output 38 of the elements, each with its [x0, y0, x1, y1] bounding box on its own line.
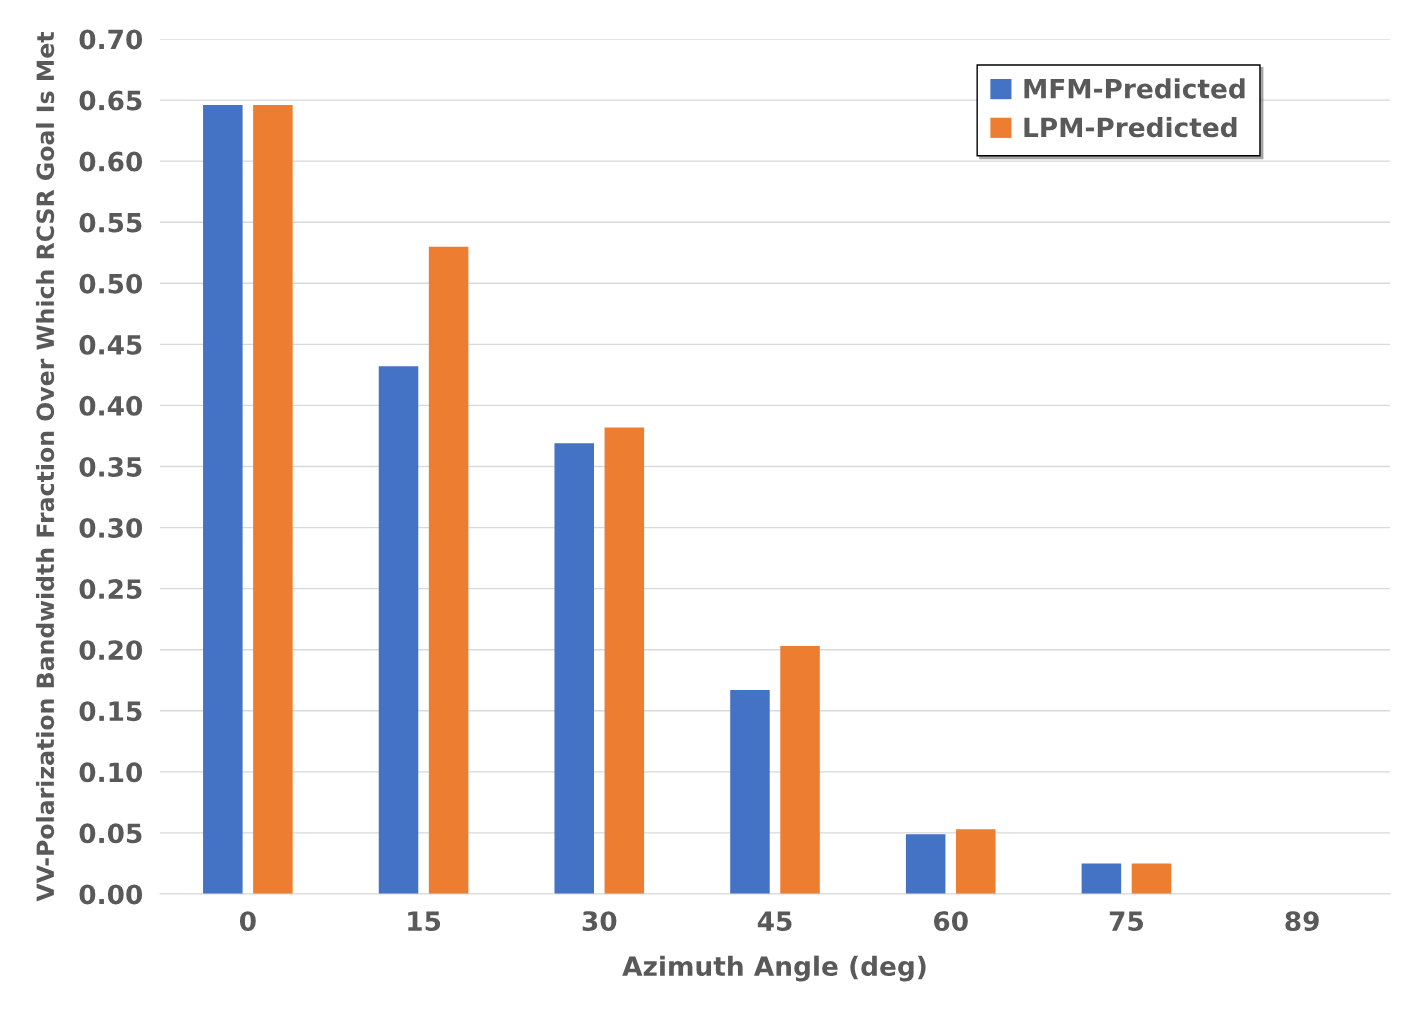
bar — [554, 443, 595, 894]
y-tick-label: 0.50 — [79, 273, 143, 294]
x-tick-label: 30 — [582, 911, 617, 932]
y-tick-label: 0.15 — [79, 701, 142, 722]
bar — [604, 427, 645, 894]
y-tick-label: 0.25 — [79, 579, 142, 600]
y-tick-label: 0.00 — [79, 884, 143, 905]
x-tick-label: 45 — [757, 911, 792, 932]
y-tick-label: 0.05 — [79, 823, 142, 844]
y-tick-label: 0.40 — [79, 395, 143, 416]
bar — [253, 104, 293, 894]
y-tick-label: 0.20 — [79, 640, 143, 661]
y-axis-title: VV-Polarization Bandwidth Fraction Over Which RCSR Goal Is Met — [35, 31, 55, 902]
legend-label: MFM-Predicted — [1024, 78, 1245, 99]
legend-label: LPM-Predicted — [1024, 116, 1237, 138]
bar — [428, 246, 469, 894]
y-tick-label: 0.45 — [79, 334, 142, 355]
x-tick-label: 89 — [1285, 911, 1319, 932]
y-tick-label: 0.30 — [79, 518, 143, 538]
y-tick-label: 0.35 — [79, 456, 142, 477]
x-axis-title: Azimuth Angle (deg) — [622, 955, 926, 982]
y-tick-label: 0.10 — [79, 762, 143, 783]
y-tick-label: 0.70 — [79, 29, 143, 50]
x-tick-label: 60 — [933, 911, 968, 932]
bar — [1081, 863, 1122, 894]
x-tick-label: 75 — [1109, 911, 1143, 932]
bar — [1131, 863, 1172, 894]
y-tick-label: 0.60 — [79, 151, 143, 172]
x-tick-label: 0 — [239, 911, 256, 932]
bar — [955, 829, 996, 894]
bar — [905, 834, 946, 894]
y-tick-label: 0.65 — [79, 90, 142, 111]
y-tick-label: 0.55 — [79, 212, 142, 233]
bar — [780, 646, 820, 894]
bar — [378, 366, 419, 894]
bar — [730, 690, 770, 894]
bar — [203, 104, 243, 894]
x-tick-label: 15 — [408, 911, 441, 932]
